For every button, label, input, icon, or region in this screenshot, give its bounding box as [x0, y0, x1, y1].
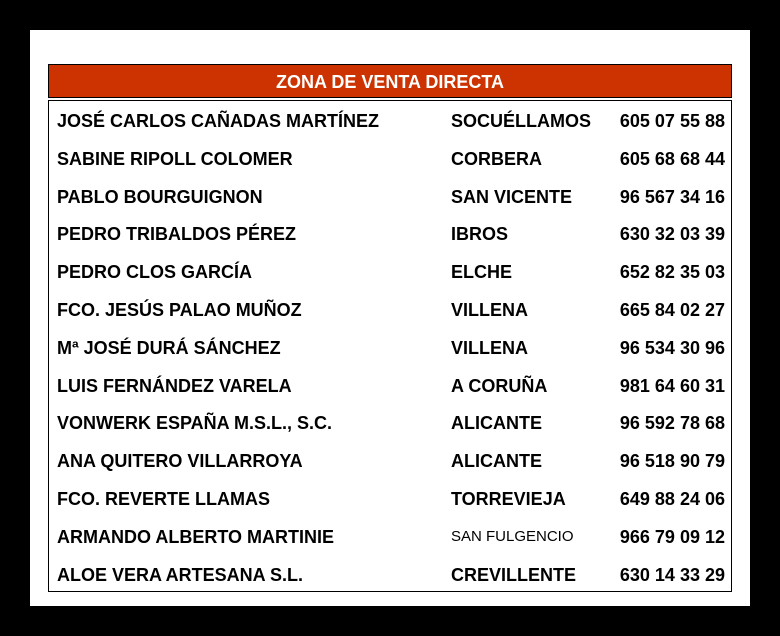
list-item: VONWERK ESPAÑA M.S.L., S.C. ALICANTE 96 59… — [49, 404, 731, 442]
contact-city: SOCUÉLLAMOS — [451, 111, 592, 131]
contact-city: SAN FULGENCIO — [451, 527, 574, 545]
contact-phone: 605 07 55 88 — [619, 111, 725, 131]
contact-city: VILLENA — [451, 300, 529, 320]
contact-phone: 630 32 03 39 — [619, 224, 725, 245]
list-item: PEDRO CLOS GARCÍA ELCHE 652 82 35 03 — [49, 253, 731, 291]
contact-name: VONWERK ESPAÑA M.S.L., S.C. — [57, 413, 333, 434]
contact-name: ARMANDO ALBERTO MARTINIE — [57, 526, 334, 547]
contact-phone: 966 79 09 12 — [619, 526, 725, 547]
contact-phone: 649 88 24 06 — [619, 489, 725, 509]
contact-phone: 652 82 35 03 — [619, 262, 725, 283]
contact-name: ANA QUITERO VILLARROYA — [57, 451, 303, 472]
contact-phone: 96 518 90 79 — [619, 451, 725, 472]
list-item: ALOE VERA ARTESANA S.L. CREVILLENTE 630 14… — [49, 556, 731, 594]
contact-name: FCO. REVERTE LLAMAS — [57, 489, 271, 509]
contact-phone: 96 534 30 96 — [619, 337, 725, 358]
list-item: FCO. REVERTE LLAMAS TORREVIEJA 649 88 24 0… — [49, 480, 731, 518]
contact-phone: 605 68 68 44 — [619, 148, 725, 169]
list-item: SABINE RIPOLL COLOMER CORBERA 605 68 68 44 — [49, 140, 731, 178]
contact-name: ALOE VERA ARTESANA S.L. — [57, 564, 304, 585]
list-item: PEDRO TRIBALDOS PÉREZ IBROS 630 32 03 39 — [49, 215, 731, 253]
list-item: JOSÉ CARLOS CAÑADAS MARTÍNEZ SOCUÉLLAMOS 6… — [49, 102, 731, 140]
list-item: ARMANDO ALBERTO MARTINIE SAN FULGENCIO 966… — [49, 518, 731, 556]
contact-phone: 630 14 33 29 — [619, 564, 725, 585]
contact-name: FCO. JESÚS PALAO MUÑOZ — [57, 300, 302, 320]
contact-city: SAN VICENTE — [451, 186, 573, 207]
contact-city: ALICANTE — [451, 451, 542, 472]
contact-phone: 96 567 34 16 — [619, 186, 725, 207]
contact-list: JOSÉ CARLOS CAÑADAS MARTÍNEZ SOCUÉLLAMOS 6… — [48, 100, 732, 592]
contact-name: JOSÉ CARLOS CAÑADAS MARTÍNEZ — [57, 111, 380, 131]
list-item: Mª JOSÉ DURÁ SÁNCHEZ VILLENA 96 534 30 96 — [49, 329, 731, 367]
contact-name: PABLO BOURGUIGNON — [57, 186, 263, 207]
contact-phone: 96 592 78 68 — [619, 413, 725, 434]
section-title: ZONA DE VENTA DIRECTA — [48, 64, 732, 98]
contact-city: CORBERA — [451, 148, 543, 169]
list-item: LUIS FERNÁNDEZ VARELA A CORUÑA 981 64 60 3… — [49, 367, 731, 405]
contact-city: TORREVIEJA — [451, 489, 566, 509]
contact-city: VILLENA — [451, 337, 529, 358]
contact-name: Mª JOSÉ DURÁ SÁNCHEZ — [57, 337, 281, 358]
contact-city: ELCHE — [451, 262, 513, 283]
contact-name: PEDRO CLOS GARCÍA — [57, 262, 253, 283]
list-item: PABLO BOURGUIGNON SAN VICENTE 96 567 34 16 — [49, 178, 731, 216]
panel: ZONA DE VENTA DIRECTA JOSÉ CARLOS CAÑADA… — [30, 30, 750, 606]
contact-city: ALICANTE — [451, 413, 542, 434]
contact-name: LUIS FERNÁNDEZ VARELA — [57, 375, 292, 396]
contact-city: CREVILLENTE — [451, 564, 577, 585]
contact-city: IBROS — [451, 224, 509, 245]
contact-name: SABINE RIPOLL COLOMER — [57, 148, 293, 169]
list-item: ANA QUITERO VILLARROYA ALICANTE 96 518 90 … — [49, 442, 731, 480]
contact-phone: 981 64 60 31 — [619, 375, 725, 396]
contact-city: A CORUÑA — [451, 375, 548, 396]
list-item: FCO. JESÚS PALAO MUÑOZ VILLENA 665 84 02 2… — [49, 291, 731, 329]
contact-phone: 665 84 02 27 — [619, 300, 725, 320]
contact-name: PEDRO TRIBALDOS PÉREZ — [57, 224, 297, 245]
